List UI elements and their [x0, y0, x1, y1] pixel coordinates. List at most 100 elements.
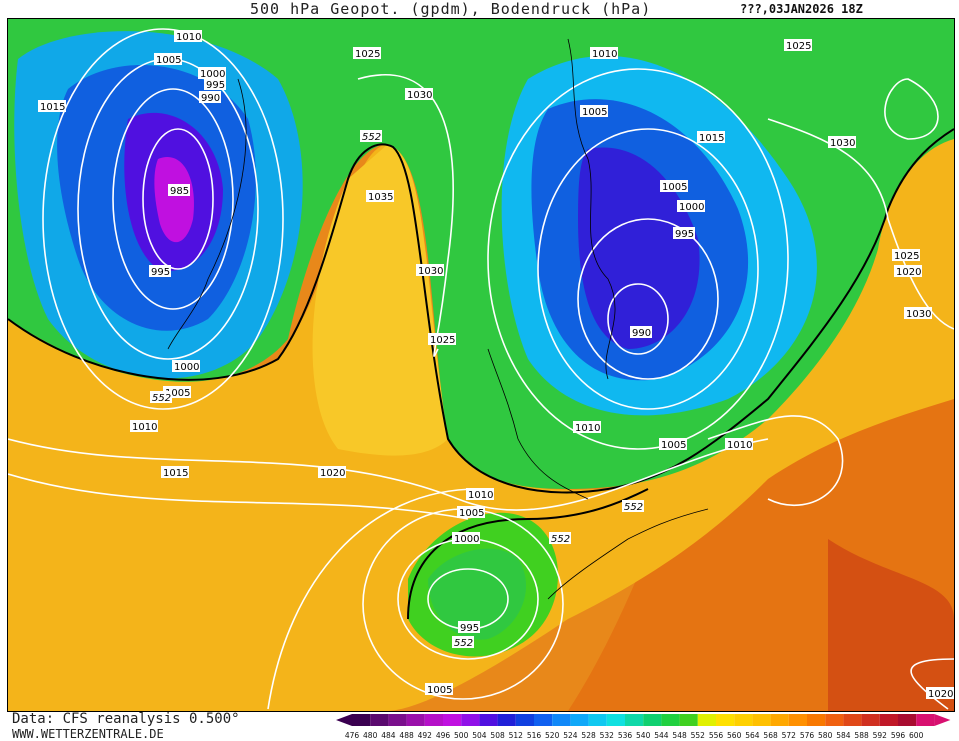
legend-swatch [443, 714, 462, 726]
legend-value-label: 492 [418, 731, 433, 740]
legend-value-label: 516 [527, 731, 542, 740]
pressure-label: 1010 [468, 490, 493, 501]
legend-swatch [424, 714, 443, 726]
ridge-field [8, 139, 954, 711]
pressure-label: 990 [201, 93, 220, 104]
pressure-label: 995 [460, 623, 479, 634]
legend-swatch [588, 714, 607, 726]
atlantic-ridge-core [312, 144, 448, 456]
pressure-label: 1000 [679, 202, 704, 213]
far-south-east-field [828, 539, 954, 711]
data-source-label: Data: CFS reanalysis 0.500° [12, 711, 240, 727]
legend-value-label: 544 [654, 731, 669, 740]
pressure-label: 1015 [163, 468, 188, 479]
pressure-label: 1025 [894, 251, 919, 262]
legend-swatch [697, 714, 716, 726]
run-date-label: ???,03JAN2026 18Z [740, 2, 863, 16]
legend-value-label: 564 [745, 731, 760, 740]
footer: Data: CFS reanalysis 0.500° WWW.WETTERZE… [0, 710, 959, 741]
legend-swatch [643, 714, 662, 726]
pressure-label: 1020 [928, 689, 953, 700]
legend-swatch [879, 714, 898, 726]
pressure-label: 995 [151, 267, 170, 278]
legend-value-label: 596 [891, 731, 906, 740]
isobar-ring [607, 283, 669, 355]
legend-swatch [352, 714, 371, 726]
pressure-labels: 1010 1005 1000 995 990 1015 985 995 1000… [38, 30, 954, 700]
legend-swatch [807, 714, 826, 726]
legend-value-label: 528 [581, 731, 596, 740]
legend-swatch [752, 714, 771, 726]
legend-swatch [716, 714, 735, 726]
legend-value-label: 580 [818, 731, 833, 740]
legend-value-label: 480 [363, 731, 378, 740]
legend-value-label: 556 [709, 731, 724, 740]
isobar-line [267, 488, 479, 710]
legend-swatch [861, 714, 880, 726]
pressure-label: 1030 [830, 138, 855, 149]
height-label: 552 [152, 393, 171, 404]
pressure-label: 1025 [355, 49, 380, 60]
pressure-label: 1010 [575, 423, 600, 434]
legend-value-label: 520 [545, 731, 560, 740]
chart-title-bar: 500 hPa Geopot. (gpdm), Bodendruck (hPa)… [0, 0, 959, 18]
legend-swatch [497, 714, 516, 726]
legend-swatch [479, 714, 498, 726]
legend-swatch [515, 714, 534, 726]
pressure-label: 1000 [200, 69, 225, 80]
isobars [8, 28, 954, 710]
legend-value-label: 484 [381, 731, 396, 740]
legend-swatch [606, 714, 625, 726]
pressure-label: 1010 [727, 440, 752, 451]
isobar-line [707, 415, 844, 507]
legend-value-label: 476 [345, 731, 360, 740]
pressure-label: 1005 [662, 182, 687, 193]
website-label: WWW.WETTERZENTRALE.DE [12, 727, 164, 741]
pressure-label: 1015 [40, 102, 65, 113]
legend-value-label: 532 [600, 731, 615, 740]
contour-552-south [407, 488, 649, 620]
pressure-label: 1020 [896, 267, 921, 278]
coastline-western-europe [487, 348, 589, 500]
pressure-label: 1005 [156, 55, 181, 66]
isobar-ring [537, 128, 759, 410]
chart-title: 500 hPa Geopot. (gpdm), Bodendruck (hPa) [250, 0, 652, 18]
legend-swatch [825, 714, 844, 726]
pressure-label: 995 [675, 229, 694, 240]
height-label: 552 [362, 132, 381, 143]
pressure-label: 1005 [459, 508, 484, 519]
legend-value-label: 500 [454, 731, 469, 740]
legend-value-label: 560 [727, 731, 742, 740]
legend-value-label: 536 [618, 731, 633, 740]
pressure-label: 995 [206, 80, 225, 91]
weather-map: 1010 1005 1000 995 990 1015 985 995 1000… [7, 18, 955, 712]
legend-value-label: 504 [472, 731, 487, 740]
legend-value-label: 524 [563, 731, 578, 740]
pressure-label: 1030 [906, 309, 931, 320]
pressure-label: 1030 [407, 90, 432, 101]
pressure-label: 1035 [368, 192, 393, 203]
isobar-line [8, 438, 769, 511]
legend-value-label: 512 [509, 731, 524, 740]
legend-value-label: 552 [691, 731, 706, 740]
pressure-label: 1005 [582, 107, 607, 118]
pressure-label: 1010 [592, 49, 617, 60]
isobar-ring [142, 128, 214, 270]
height-label: 552 [454, 638, 473, 649]
pressure-label: 1025 [430, 335, 455, 346]
legend-swatch [770, 714, 789, 726]
color-legend: 476 480 484 488 492 496 500 504 508 512 516 520 524 5… [336, 714, 951, 740]
western-trough-core [154, 157, 194, 243]
pressure-label: 1000 [454, 534, 479, 545]
legend-swatch [916, 714, 935, 726]
legend-value-label: 496 [436, 731, 451, 740]
pressure-label: 1020 [320, 468, 345, 479]
pressure-label: 1000 [174, 362, 199, 373]
height-label: 552 [624, 502, 643, 513]
weather-map-canvas: 1010 1005 1000 995 990 1015 985 995 1000… [8, 19, 954, 711]
pressure-label: 1025 [786, 41, 811, 52]
legend-swatch [734, 714, 753, 726]
height-labels: 552 552 552 552 552 [150, 130, 644, 649]
legend-swatch [788, 714, 807, 726]
legend-value-label: 600 [909, 731, 924, 740]
